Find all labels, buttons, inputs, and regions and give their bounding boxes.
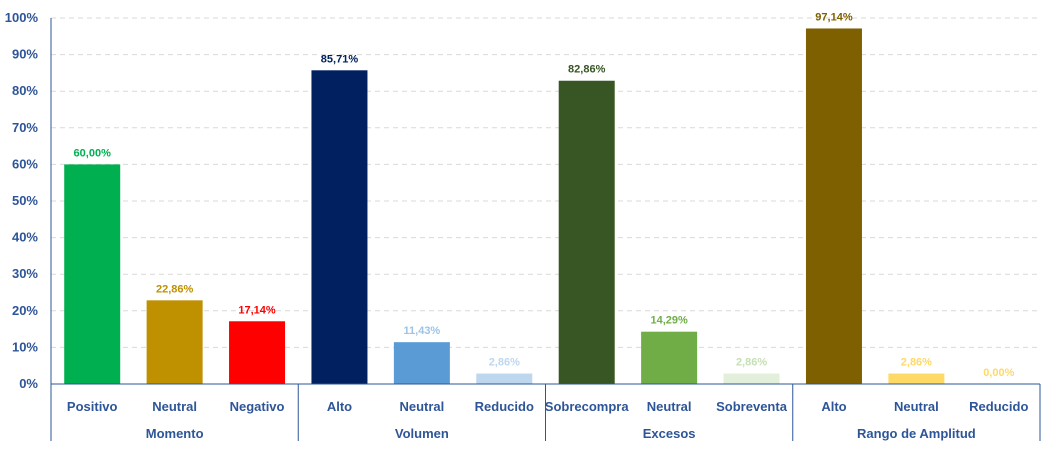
data-label: 82,86%	[568, 64, 606, 76]
x-tick-label: Neutral	[894, 399, 939, 414]
bar	[888, 373, 945, 384]
bar	[805, 28, 862, 385]
x-tick-label: Neutral	[399, 399, 444, 414]
y-tick-label: 90%	[12, 47, 38, 62]
y-tick-label: 30%	[12, 266, 38, 281]
data-label: 11,43%	[404, 325, 441, 337]
bars: 60,00% 22,86% 17,14% 85,71% 11,43% 2,86% 82,86…	[64, 11, 1015, 385]
x-tick-label: Positivo	[67, 399, 118, 414]
data-label: 14,29%	[650, 315, 688, 327]
group-label: Volumen	[395, 426, 449, 441]
data-label: 2,86%	[736, 357, 767, 369]
gridlines	[51, 17, 1040, 348]
x-tick-label: Neutral	[647, 399, 692, 414]
data-label: 97,14%	[815, 11, 853, 23]
x-tick-label: Sobrecompra	[545, 399, 630, 414]
group-label: Excesos	[643, 426, 696, 441]
y-axis: 0% 10% 20% 30% 40% 50% 60% 70% 80% 90% 100%	[5, 10, 52, 391]
y-tick-label: 80%	[12, 83, 38, 98]
bar	[229, 321, 286, 384]
data-label: 2,86%	[489, 357, 520, 369]
x-axis: Positivo Neutral Negativo Momento Alto Neutra…	[50, 383, 1041, 441]
y-tick-label: 70%	[12, 120, 38, 135]
x-tick-label: Reducido	[475, 399, 534, 414]
group-label: Momento	[146, 426, 204, 441]
y-tick-label: 10%	[12, 339, 38, 354]
y-tick-label: 100%	[5, 10, 39, 25]
y-tick-label: 0%	[19, 376, 38, 391]
bar	[311, 70, 368, 385]
bar	[476, 373, 533, 384]
data-label: 85,71%	[321, 53, 359, 65]
x-tick-label: Negativo	[230, 399, 285, 414]
data-label: 17,14%	[238, 304, 276, 316]
bar	[146, 300, 203, 384]
data-label: 60,00%	[74, 147, 112, 159]
data-label: 22,86%	[156, 283, 194, 295]
data-label: 2,86%	[901, 357, 932, 369]
y-tick-label: 60%	[12, 156, 38, 171]
y-tick-label: 40%	[12, 230, 38, 245]
x-tick-label: Neutral	[152, 399, 197, 414]
y-tick-label: 20%	[12, 303, 38, 318]
y-tick-label: 50%	[12, 193, 38, 208]
x-tick-label: Alto	[821, 399, 846, 414]
data-label: 0,00%	[983, 367, 1014, 379]
x-tick-label: Alto	[327, 399, 352, 414]
bar	[641, 331, 698, 384]
bar	[558, 80, 615, 385]
group-label: Rango de Amplitud	[857, 426, 976, 441]
x-tick-label: Reducido	[969, 399, 1028, 414]
bar	[393, 342, 450, 384]
bar	[723, 373, 780, 384]
bar	[64, 164, 121, 384]
x-tick-label: Sobreventa	[716, 399, 788, 414]
